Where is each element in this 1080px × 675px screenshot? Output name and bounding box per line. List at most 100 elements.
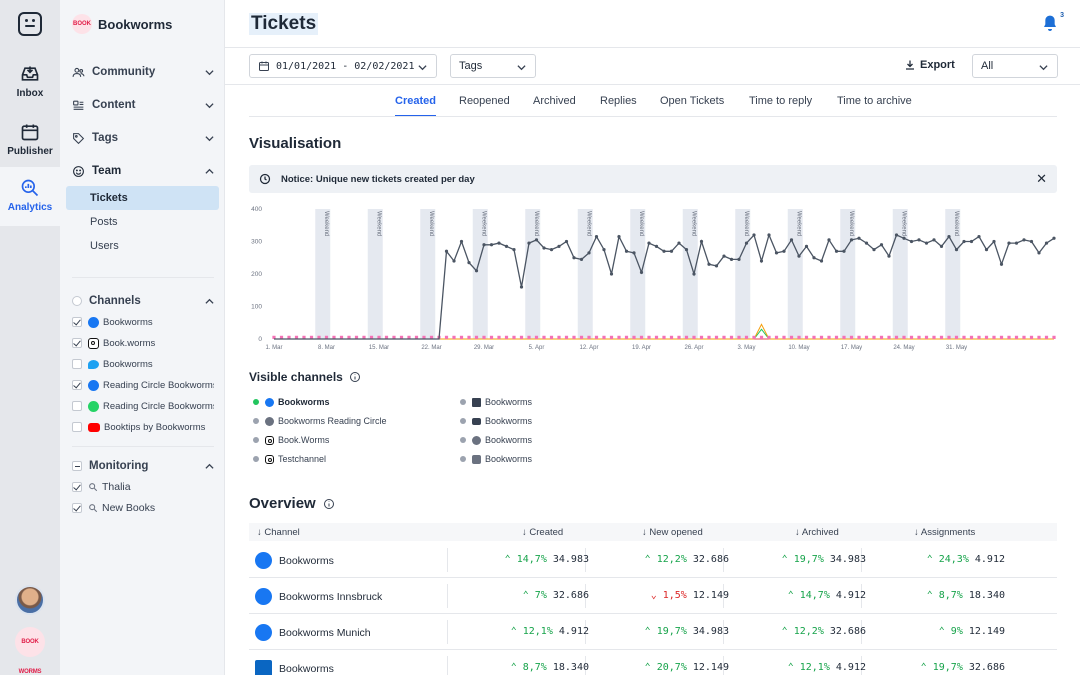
channel-item[interactable]: Bookworms [72, 355, 214, 373]
youtube-icon [88, 422, 100, 432]
nav-posts[interactable]: Posts [90, 216, 118, 228]
visible-channel-item[interactable]: Bookworms Reading Circle [253, 413, 387, 429]
channel-checkbox[interactable] [72, 338, 82, 348]
nav-users[interactable]: Users [90, 240, 119, 252]
nav-community[interactable]: Community [72, 62, 214, 82]
metric-value: 4.912 [974, 554, 1005, 565]
series-point [677, 335, 681, 339]
tab-created[interactable]: Created [395, 95, 436, 117]
channel-checkbox[interactable] [72, 317, 82, 327]
export-button[interactable]: Export [904, 59, 955, 71]
user-avatar[interactable] [15, 585, 45, 615]
app-logo-icon[interactable] [18, 12, 42, 36]
weekend-band [577, 209, 593, 339]
filter-dropdown[interactable]: All [972, 54, 1058, 78]
column-new-opened[interactable]: ↓ New opened [642, 527, 703, 538]
change-percent: 19,7% [793, 554, 824, 565]
table-row[interactable]: Bookworms Innsbruck ⌃ 7% 32.686 ⌄ 1,5% 12.… [249, 578, 1057, 614]
series-point [617, 235, 621, 239]
visible-channel-item[interactable]: Bookworms [460, 394, 532, 410]
nav-tags[interactable]: Tags [72, 128, 214, 148]
date-range-picker[interactable]: 01/01/2021 - 02/02/2021 [249, 54, 437, 78]
series-point [594, 235, 599, 239]
series-point [527, 241, 531, 245]
channels-select-all[interactable] [72, 296, 82, 306]
tab-replies[interactable]: Replies [600, 95, 637, 107]
channel-item[interactable]: Reading Circle Bookworms [72, 376, 214, 394]
monitoring-header[interactable]: Monitoring [72, 456, 214, 476]
channel-item[interactable]: Reading Circle Bookworms [72, 397, 214, 415]
channels-header[interactable]: Channels [72, 291, 214, 311]
table-row[interactable]: Bookworms ⌃ 14,7% 34.983 ⌃ 12,2% 32.686 ⌃ 1… [249, 542, 1057, 578]
series-point [624, 249, 629, 253]
monitoring-select-all[interactable] [72, 461, 82, 471]
series-point [647, 241, 651, 245]
series-point [744, 335, 749, 339]
table-row[interactable]: Bookworms Munich ⌃ 12,1% 4.912 ⌃ 19,7% 34.… [249, 614, 1057, 650]
monitoring-checkbox[interactable] [72, 482, 82, 492]
column-channel[interactable]: ↓ Channel [257, 527, 300, 538]
series-point [474, 335, 479, 339]
arrow-up-icon: ⌃ [522, 590, 529, 601]
series-point [294, 335, 299, 339]
tab-time-to-reply[interactable]: Time to reply [749, 95, 813, 107]
visible-channel-item[interactable]: Book.Worms [253, 432, 329, 448]
series-point [662, 249, 666, 253]
visible-channel-item[interactable]: Bookworms [460, 451, 532, 467]
channel-item[interactable]: Bookworms [72, 313, 214, 331]
org-switcher[interactable]: BOOK Bookworms [72, 14, 172, 34]
table-cell-metric: ⌃ 14,7% 4.912 [746, 590, 866, 601]
series-point [804, 335, 809, 339]
tab-time-to-archive[interactable]: Time to archive [837, 95, 912, 107]
channel-item[interactable]: Book.worms [72, 334, 214, 352]
rail-analytics[interactable]: Analytics [0, 172, 60, 226]
series-point [489, 243, 494, 247]
channel-item[interactable]: Booktips by Bookworms [72, 418, 214, 436]
table-row[interactable]: Bookworms ⌃ 8,7% 18.340 ⌃ 20,7% 12.149 ⌃ 12… [249, 650, 1057, 675]
monitoring-item[interactable]: Thalia [72, 478, 214, 496]
channel-checkbox[interactable] [72, 401, 82, 411]
series-point [977, 235, 981, 239]
series-point [1052, 335, 1056, 339]
nav-team[interactable]: Team [72, 161, 214, 181]
nav-content[interactable]: Content [72, 95, 214, 115]
tab-reopened[interactable]: Reopened [459, 95, 510, 107]
close-icon[interactable]: ✕ [1036, 171, 1047, 186]
series-point [789, 238, 794, 242]
visible-channel-item[interactable]: Bookworms [460, 432, 532, 448]
channel-checkbox[interactable] [72, 380, 82, 390]
series-point [467, 261, 471, 265]
visible-channel-item[interactable]: Bookworms [253, 394, 330, 410]
tags-dropdown[interactable]: Tags [450, 54, 536, 78]
rail-inbox-label: Inbox [16, 88, 44, 99]
series-point [609, 335, 614, 339]
bell-icon[interactable] [1042, 14, 1058, 32]
tab-archived[interactable]: Archived [533, 95, 576, 107]
weekend-label: Weekend [900, 211, 906, 236]
nav-community-label: Community [92, 66, 156, 78]
info-icon[interactable] [349, 371, 361, 383]
youtube-icon [472, 417, 481, 425]
org-logo: BOOK [72, 14, 92, 34]
visible-channel-item[interactable]: Testchannel [253, 451, 326, 467]
weekend-label: Weekend [638, 211, 644, 236]
rail-publisher[interactable]: Publisher [0, 116, 60, 170]
channel-checkbox[interactable] [72, 359, 82, 369]
table-cell-metric: ⌃ 19,7% 34.983 [609, 626, 729, 637]
nav-tickets[interactable]: Tickets [66, 186, 219, 210]
series-point [654, 335, 659, 339]
tab-open-tickets[interactable]: Open Tickets [660, 95, 725, 107]
series-point [819, 259, 824, 263]
column-created[interactable]: ↓ Created [522, 527, 564, 538]
channel-checkbox[interactable] [72, 422, 82, 432]
rail-inbox[interactable]: Inbox [0, 58, 60, 112]
series-point [714, 335, 719, 339]
brand-avatar[interactable]: BOOK WORMS [15, 627, 45, 675]
monitoring-item[interactable]: New Books [72, 499, 214, 517]
visible-channel-item[interactable]: Bookworms [460, 413, 532, 429]
column-archived[interactable]: ↓ Archived [795, 527, 839, 538]
info-icon[interactable] [323, 498, 335, 510]
column-assignments[interactable]: ↓ Assignments [914, 527, 976, 538]
monitoring-checkbox[interactable] [72, 503, 82, 513]
series-point [834, 335, 839, 339]
